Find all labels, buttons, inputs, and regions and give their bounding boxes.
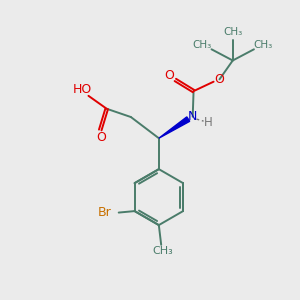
Text: CH₃: CH₃ bbox=[223, 27, 242, 37]
Text: O: O bbox=[214, 73, 224, 86]
Text: H: H bbox=[204, 116, 213, 128]
Polygon shape bbox=[159, 117, 190, 138]
Text: CH₃: CH₃ bbox=[152, 246, 173, 256]
Text: O: O bbox=[164, 69, 174, 82]
Text: N: N bbox=[188, 110, 197, 123]
Text: CH₃: CH₃ bbox=[254, 40, 273, 50]
Text: HO: HO bbox=[72, 83, 92, 96]
Text: O: O bbox=[96, 131, 106, 144]
Text: CH₃: CH₃ bbox=[193, 40, 212, 50]
Text: Br: Br bbox=[98, 206, 112, 219]
